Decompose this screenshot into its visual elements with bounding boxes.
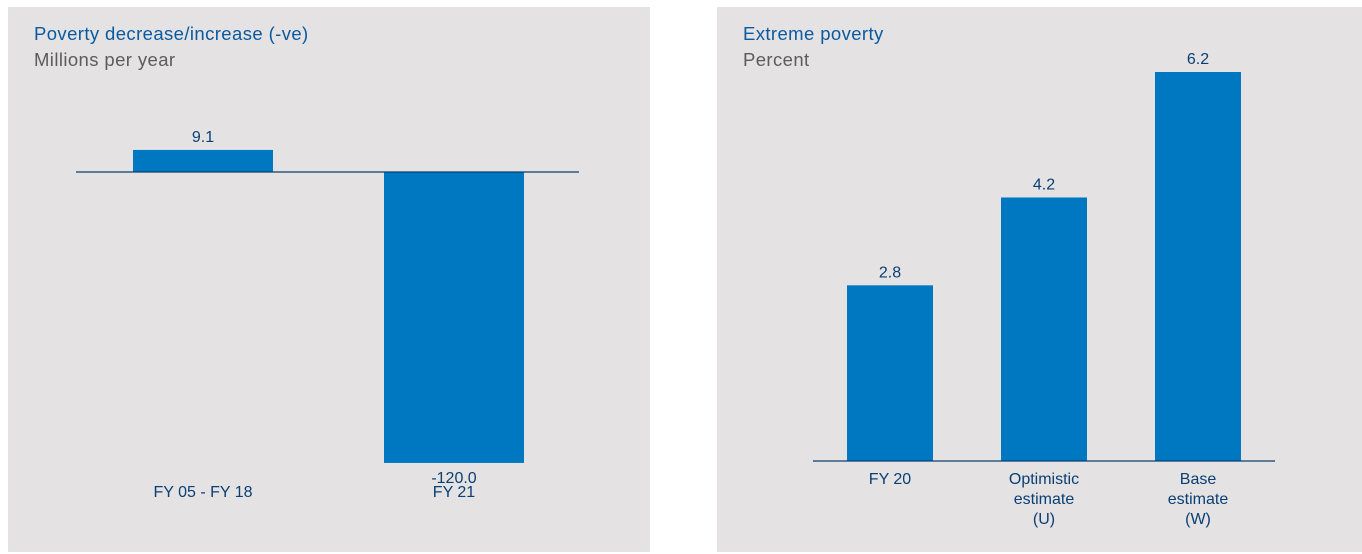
category-label: Optimistic — [1009, 471, 1079, 488]
bar — [384, 172, 524, 463]
data-label: 2.8 — [879, 264, 901, 281]
data-label: -120.0 — [431, 470, 476, 487]
chart-subtitle: Percent — [743, 49, 810, 70]
category-label: (W) — [1185, 511, 1211, 528]
category-label: estimate — [1014, 491, 1075, 508]
category-label: estimate — [1168, 491, 1229, 508]
chart-title: Extreme poverty — [743, 23, 884, 44]
data-label: 6.2 — [1187, 51, 1209, 68]
data-label: 4.2 — [1033, 176, 1055, 193]
extreme-poverty-bar-chart: 2.8 FY 20 4.2 Optimistic estimate (U) 6.2 Base e… — [813, 51, 1275, 528]
category-label: Base — [1180, 471, 1217, 488]
poverty-change-bar-chart: 9.1 FY 05 - FY 18 -120.0FY 21 — [76, 129, 579, 501]
bar — [133, 149, 273, 172]
category-label: FY 05 - FY 18 — [153, 484, 252, 501]
category-label: FY 21 — [433, 484, 476, 501]
chart-title: Poverty decrease/increase (-ve) — [34, 23, 309, 44]
category-label: (U) — [1033, 511, 1055, 528]
chart-panel-extreme-poverty: Extreme poverty Percent 2.8 FY 20 4.2 Optim… — [717, 7, 1362, 552]
bar — [847, 285, 933, 461]
chart-panel-poverty-change: Poverty decrease/increase (-ve) Millions… — [8, 7, 650, 552]
bar — [1155, 72, 1241, 461]
category-label: FY 20 — [869, 471, 912, 488]
bar — [1001, 197, 1087, 461]
data-label: 9.1 — [192, 129, 214, 146]
chart-subtitle: Millions per year — [34, 49, 176, 70]
